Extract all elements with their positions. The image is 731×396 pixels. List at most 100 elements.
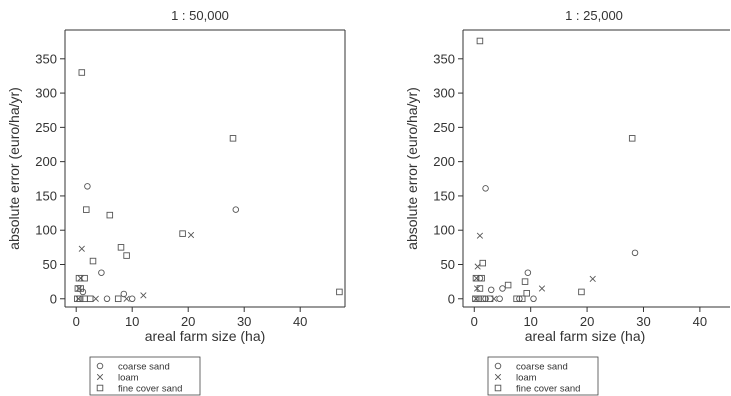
data-point-square: [478, 274, 485, 282]
data-point-circle: [499, 285, 506, 292]
data-point-square: [86, 295, 94, 303]
data-point-circle: [524, 269, 532, 276]
y-axis-label: absolute error (euro/ha/yr): [6, 87, 22, 250]
x-tick-label: 20: [181, 314, 195, 329]
y-axis-label: absolute error (euro/ha/yr): [404, 87, 420, 250]
data-point-square: [81, 274, 88, 282]
y-tick-label: 50: [441, 257, 455, 272]
data-point-square: [518, 295, 526, 303]
legend-marker-x: [494, 373, 502, 381]
data-point-square: [628, 135, 636, 142]
chart-title: 1 : 25,000: [565, 8, 623, 23]
legend-label: fine cover sand: [516, 384, 580, 395]
data-point-square: [476, 37, 484, 45]
legend-box: [487, 356, 599, 396]
data-point-circle: [98, 269, 105, 276]
data-point-circle: [103, 295, 111, 303]
data-point-square: [472, 295, 479, 303]
x-axis-label: areal farm size (ha): [145, 328, 266, 344]
data-point-circle: [530, 295, 537, 303]
y-tick-label: 0: [50, 291, 57, 306]
data-point-square: [77, 285, 84, 292]
data-point-square: [476, 285, 484, 292]
data-point-circle: [79, 288, 87, 296]
data-point-circle: [232, 206, 240, 213]
data-point-square: [117, 244, 125, 251]
y-tick-label: 0: [448, 291, 455, 306]
legend-label: coarse sand: [118, 362, 170, 373]
x-tick-label: 20: [580, 314, 594, 329]
x-tick-label: 40: [293, 314, 307, 329]
x-tick-label: 30: [237, 314, 251, 329]
legend-marker-circle: [96, 362, 104, 370]
data-point-square: [479, 259, 486, 267]
x-tick-label: 0: [73, 314, 80, 329]
y-tick-label: 150: [35, 188, 57, 203]
data-point-x: [589, 275, 596, 283]
x-axis-label: areal farm size (ha): [525, 328, 646, 344]
data-point-x: [77, 275, 84, 282]
y-tick-label: 350: [433, 51, 455, 66]
x-tick-label: 40: [693, 314, 707, 329]
data-point-circle: [120, 290, 128, 298]
data-point-circle: [631, 249, 639, 257]
data-point-square: [336, 288, 343, 296]
y-tick-label: 200: [35, 154, 57, 169]
data-point-circle: [487, 286, 495, 294]
legend-box: [89, 356, 201, 396]
data-point-square: [475, 295, 483, 303]
y-tick-label: 100: [35, 223, 57, 238]
data-point-square: [106, 211, 114, 219]
legend-label: loam: [516, 373, 537, 384]
y-tick-label: 200: [433, 154, 455, 169]
y-tick-label: 350: [35, 51, 57, 66]
data-point-square: [114, 295, 122, 303]
x-tick-label: 0: [471, 314, 478, 329]
data-point-square: [229, 135, 237, 142]
legend-label: fine cover sand: [118, 384, 182, 395]
y-tick-label: 300: [35, 86, 57, 101]
x-tick-label: 10: [125, 314, 139, 329]
data-point-circle: [496, 295, 503, 303]
y-tick-label: 100: [433, 223, 455, 238]
chart-title: 1 : 50,000: [171, 8, 229, 23]
data-point-square: [486, 295, 494, 303]
x-tick-label: 10: [523, 314, 537, 329]
legend-marker-square: [96, 384, 104, 392]
data-point-x: [78, 245, 85, 252]
data-point-x: [490, 295, 498, 302]
data-point-x: [187, 231, 195, 239]
data-point-x: [476, 232, 484, 239]
y-tick-label: 300: [433, 86, 455, 101]
x-tick-label: 30: [636, 314, 650, 329]
data-point-square: [78, 69, 86, 76]
data-point-x: [140, 292, 147, 299]
data-point-x: [123, 295, 130, 302]
legend-label: coarse sand: [516, 362, 568, 373]
data-point-square: [521, 278, 529, 285]
data-point-circle: [84, 183, 91, 190]
legend-marker-circle: [494, 362, 502, 370]
data-point-square: [479, 295, 486, 303]
legend-marker-square: [494, 384, 502, 392]
data-point-square: [578, 288, 585, 296]
data-point-square: [89, 257, 97, 265]
data-point-square: [83, 206, 90, 213]
data-point-square: [123, 252, 130, 259]
data-point-x: [538, 285, 546, 292]
data-point-circle: [482, 185, 489, 192]
panel-1-25000: 1 : 25,000 0 50 100 150 200 250 300 350 0 10 20 30 40…: [404, 8, 730, 396]
y-tick-label: 250: [433, 120, 455, 135]
data-point-square: [523, 290, 530, 297]
y-tick-label: 150: [433, 188, 455, 203]
legend-label: loam: [118, 373, 139, 384]
y-tick-label: 50: [43, 257, 57, 272]
data-point-x: [92, 295, 99, 302]
data-point-square: [179, 230, 186, 237]
data-point-circle: [128, 295, 136, 303]
data-point-square: [76, 295, 84, 303]
data-point-square: [504, 281, 512, 289]
